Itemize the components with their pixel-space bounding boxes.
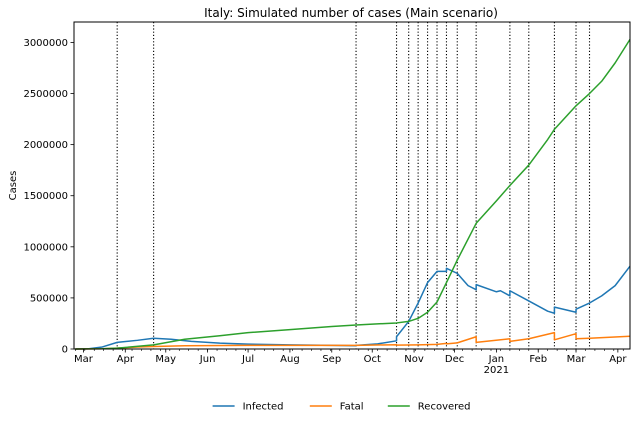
y-axis-label: Cases bbox=[8, 171, 19, 201]
legend-label-fatal: Fatal bbox=[340, 402, 364, 413]
y-tick-label: 2000000 bbox=[23, 140, 68, 151]
y-tick-label: 1500000 bbox=[23, 191, 68, 202]
y-axis: 0 500000 1000000 1500000 2000000 2500000 30000… bbox=[23, 38, 74, 356]
x-tick-label: Dec bbox=[445, 354, 464, 365]
x-year-label: 2021 bbox=[484, 365, 509, 376]
x-tick-label: Mar bbox=[74, 354, 94, 365]
change-date-lines bbox=[116, 22, 591, 349]
x-tick-label: Nov bbox=[404, 354, 424, 365]
series-line-recovered bbox=[75, 38, 631, 350]
legend-label-recovered: Recovered bbox=[418, 402, 471, 413]
series-line-infected bbox=[75, 265, 631, 350]
x-tick-label: May bbox=[155, 354, 176, 365]
series-lines bbox=[75, 38, 631, 350]
series-line-fatal bbox=[75, 331, 631, 350]
y-tick-label: 3000000 bbox=[23, 38, 68, 49]
x-tick-label: Apr bbox=[609, 354, 627, 365]
legend-label-infected: Infected bbox=[243, 402, 284, 413]
x-tick-label: Apr bbox=[117, 354, 135, 365]
x-tick-label: Jan bbox=[488, 354, 504, 365]
legend: Infected Fatal Recovered bbox=[212, 402, 471, 413]
y-tick-label: 2500000 bbox=[23, 89, 68, 100]
y-tick-label: 0 bbox=[62, 345, 68, 356]
x-tick-label: Sep bbox=[322, 354, 341, 365]
y-tick-label: 1000000 bbox=[23, 242, 68, 253]
x-axis: Mar Apr May Jun Jul Aug Sep Oct Nov Dec Jan Feb Mar A… bbox=[74, 349, 627, 376]
x-tick-label: Mar bbox=[567, 354, 587, 365]
x-tick-label: Oct bbox=[364, 354, 381, 365]
x-tick-label: Aug bbox=[280, 354, 300, 365]
chart-title: Italy: Simulated number of cases (Main s… bbox=[204, 6, 498, 20]
x-tick-label: Jul bbox=[241, 354, 254, 365]
x-tick-label: Feb bbox=[529, 354, 547, 365]
plot-frame bbox=[73, 21, 631, 350]
y-tick-label: 500000 bbox=[30, 293, 68, 304]
x-tick-label: Jun bbox=[199, 354, 216, 365]
